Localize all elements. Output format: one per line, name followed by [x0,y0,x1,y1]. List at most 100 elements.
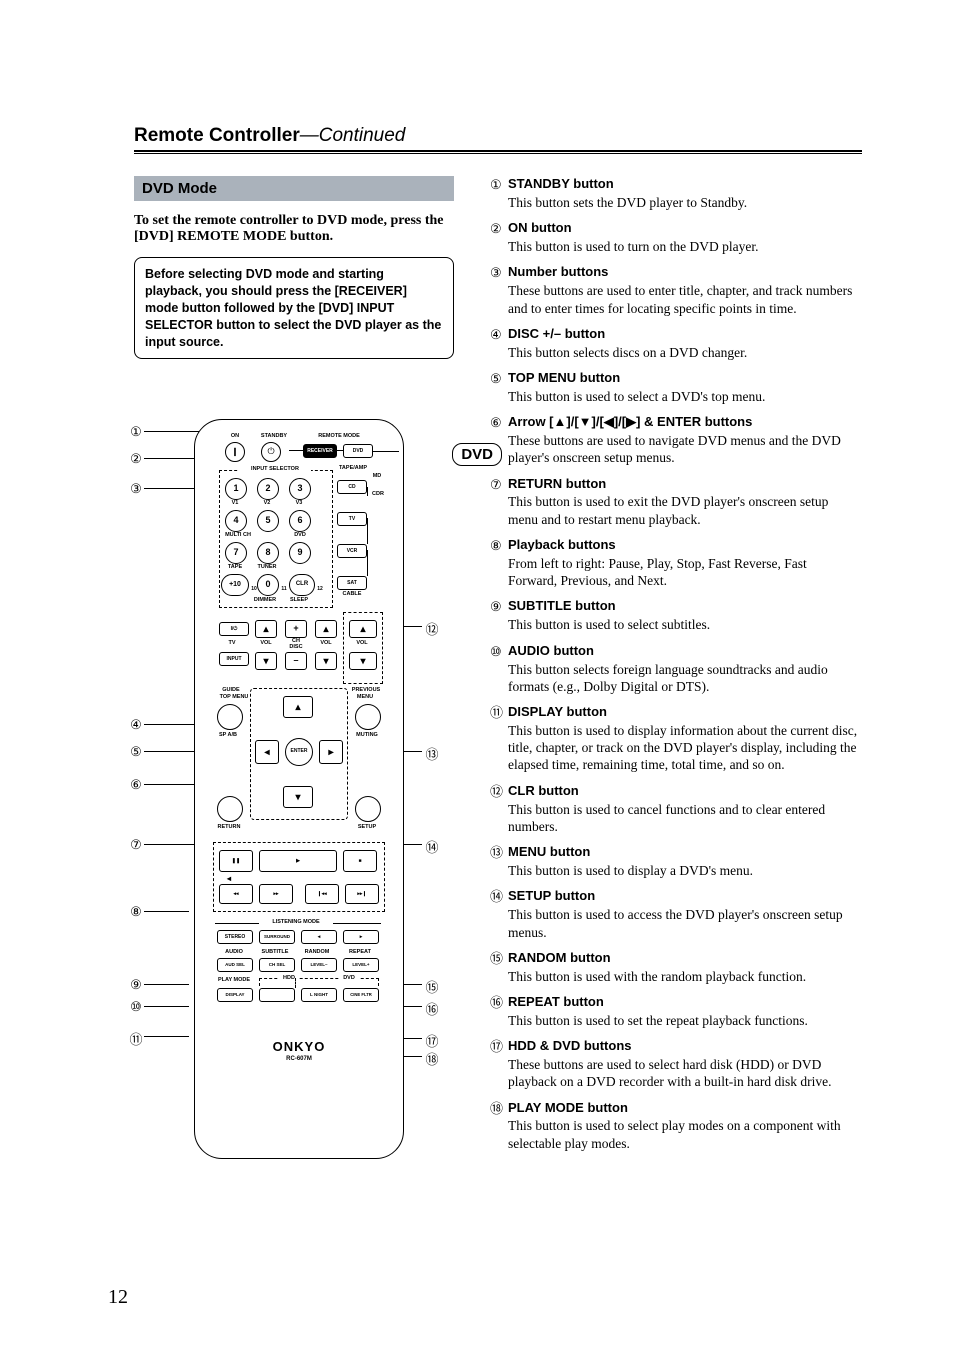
item-title: Arrow [▲]/[▼]/[◀]/[▶] & ENTER buttons [508,414,858,432]
left-column: DVD Mode To set the remote controller to… [134,176,454,1161]
item-title: MENU button [508,844,858,862]
lbl-input-selector: INPUT SELECTOR [239,467,311,473]
btn-levelp: LEVEL+ [343,958,379,972]
lbl-dvd-src: DVD [291,533,309,539]
item-title: DISPLAY button [508,704,858,722]
btn-frew: ◂◂ [219,884,253,904]
item-number: ⑤ [490,371,508,388]
lbl-topmenu: TOP MENU [215,695,253,701]
btn-audsel: AUD SEL [217,958,253,972]
item-number: ⑱ [490,1101,508,1118]
lbl-vol3: VOL [353,641,371,647]
item-desc: This button is used to access the DVD pl… [508,906,858,941]
remote-diagram: ① ② ③ ④ ⑤ ⑥ ⑦ ⑧ ⑨ ⑩ ⑪ ⑫ ⑬ ⑭ ⑮ ⑯ ⑰ ⑱ [134,419,454,1159]
lbl-tvcol: TV [225,641,239,647]
item-desc: These buttons are used to select hard di… [508,1056,858,1091]
item: ⑤TOP MENU buttonThis button is used to s… [490,370,862,405]
item: ⑫CLR buttonThis button is used to cancel… [490,783,862,835]
btn-ch-minus: – [285,652,307,670]
item-number: ③ [490,265,508,282]
right-column: ①STANDBY buttonThis button sets the DVD … [490,176,862,1161]
item: ⑦RETURN buttonThis button is used to exi… [490,476,862,528]
num-plus10: +10 [221,574,249,596]
btn-tv: TV [337,512,367,526]
item-desc: This button selects foreign language sou… [508,661,858,696]
callout-18: ⑱ [424,1049,440,1068]
btn-rvol-up: ▴ [349,620,377,638]
callout-10: ⑩ [128,999,144,1015]
mode-title-bar: DVD Mode [134,176,454,201]
item: ⑮RANDOM buttonThis button is used with t… [490,950,862,985]
lbl-tape: TAPE [225,565,245,571]
callout-11: ⑪ [128,1029,144,1048]
item-desc: This button is used to select subtitles. [508,616,858,633]
btn-topmenu [217,704,243,730]
callout-5: ⑤ [128,744,144,760]
item-number: ⑬ [490,845,508,862]
btn-down: ▾ [283,786,313,808]
btn-tv-vol-dn: ▾ [255,652,277,670]
btn-vol-up: ▴ [315,620,337,638]
btn-pause: ❚❚ [219,850,253,872]
item: ⑯REPEAT buttonThis button is used to set… [490,994,862,1029]
btn-sat: SAT [337,576,367,590]
item-number: ⑨ [490,599,508,616]
item-number: ⑦ [490,477,508,494]
lbl-random: RANDOM [299,950,335,956]
callout-6: ⑥ [128,777,144,793]
lbl-v1: V1 [227,501,243,507]
header-title: Remote Controller [134,125,300,146]
item-number: ① [490,177,508,194]
item-number: ⑫ [490,784,508,801]
item-title: RETURN button [508,476,858,494]
item: ②ON buttonThis button is used to turn on… [490,220,862,255]
lbl-spab: SP A/B [213,733,243,739]
brand: ONKYO [195,1040,403,1053]
lbl-md: MD [370,474,384,480]
callout-12: ⑫ [424,619,440,638]
btn-setup [355,796,381,822]
item: ⑩AUDIO buttonThis button selects foreign… [490,643,862,695]
lbl-return: RETURN [213,825,245,831]
item-desc: This button is used to select play modes… [508,1117,858,1152]
btn-up: ▴ [283,696,313,718]
btn-vcr: VCR [337,544,367,558]
btn-next: ▸▸❙ [345,884,379,904]
lbl-remote-mode: REMOTE MODE [311,434,367,440]
header-continued: —Continued [300,125,406,146]
item-title: TOP MENU button [508,370,858,388]
callout-3: ③ [128,481,144,497]
btn-lm-left: ◂ [301,930,337,944]
lbl-v2: V2 [259,501,275,507]
header-rule [134,150,862,154]
btn-levelm: LEVEL– [301,958,337,972]
item: ⑨SUBTITLE buttonThis button is used to s… [490,598,862,633]
item-desc: This button sets the DVD player to Stand… [508,194,858,211]
btn-return [217,796,243,822]
item-title: AUDIO button [508,643,858,661]
lbl-v3: V3 [291,501,307,507]
item-title: Number buttons [508,264,858,282]
dvd-tag: DVD [452,443,502,466]
remote-body: ON STANDBY REMOTE MODE ❙ ⏻ RECEIVER DVD … [194,419,404,1159]
btn-display: DISPLAY [217,988,253,1002]
btn-lm-right: ▸ [343,930,379,944]
note-box: Before selecting DVD mode and starting p… [134,257,454,359]
lbl-standby: STANDBY [257,434,291,440]
lbl-hdd: HDD [279,976,299,982]
columns: DVD Mode To set the remote controller to… [134,176,862,1161]
btn-rvol-dn: ▾ [349,652,377,670]
btn-ffwd: ▸▸ [259,884,293,904]
item-desc: These buttons are used to navigate DVD m… [508,432,858,467]
callout-8: ⑧ [128,904,144,920]
item-desc: This button is used to exit the DVD play… [508,493,858,528]
mode-intro: To set the remote controller to DVD mode… [134,213,454,245]
item-title: REPEAT button [508,994,858,1012]
btn-clr: CLR [289,574,315,596]
lbl-cdr: CDR [369,492,387,498]
item-number: ② [490,221,508,238]
item-desc: This button is used to select a DVD's to… [508,388,858,405]
btn-on: ❙ [225,442,245,462]
callout-9: ⑨ [128,977,144,993]
lbl-subtitle: SUBTITLE [257,950,293,956]
